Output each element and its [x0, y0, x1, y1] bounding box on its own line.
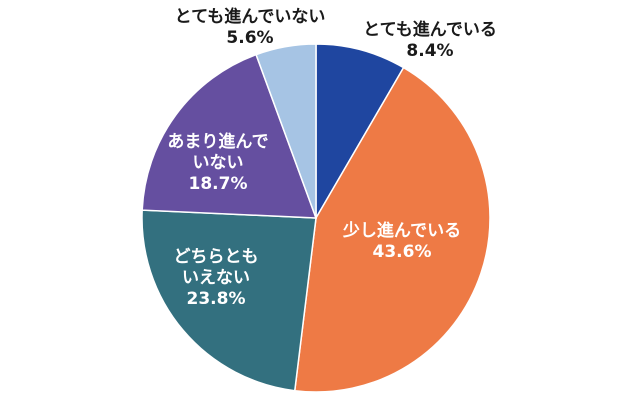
pie-slice-3 — [141, 209, 317, 392]
pie-slice-4 — [141, 53, 318, 219]
slice-category-label: いない — [193, 153, 244, 173]
slice-category-label: 少し進んでいる — [342, 221, 461, 241]
slice-label-2: 少し進んでいる 43.6% — [342, 221, 461, 262]
slice-label-1: とても進んでいる 8.4% — [363, 20, 497, 61]
pie-labels: とても進んでいる 8.4% 少し進んでいる 43.6% どちらともいえない 23.8% あま… — [167, 7, 496, 309]
slice-label-4: あまり進んでいない 18.7% — [167, 132, 268, 194]
pie-slice-1 — [315, 43, 405, 221]
slice-value-label: 8.4% — [406, 41, 453, 61]
slice-category-label: あまり進んで — [167, 132, 268, 152]
slice-value-label: 23.8% — [187, 289, 246, 309]
slice-value-label: 5.6% — [226, 28, 273, 48]
slice-value-label: 18.7% — [189, 174, 248, 194]
slice-label-5: とても進んでいない 5.6% — [175, 7, 326, 48]
slice-label-3: どちらともいえない 23.8% — [174, 247, 259, 309]
pie-slices — [141, 43, 491, 393]
slice-category-label: とても進んでいない — [175, 7, 326, 27]
pie-slice-2 — [293, 66, 491, 393]
slice-category-label: いえない — [182, 268, 250, 288]
pie-slice-5 — [255, 43, 317, 219]
slice-category-label: どちらとも — [174, 247, 259, 267]
slice-value-label: 43.6% — [373, 242, 432, 262]
slice-category-label: とても進んでいる — [363, 20, 497, 40]
